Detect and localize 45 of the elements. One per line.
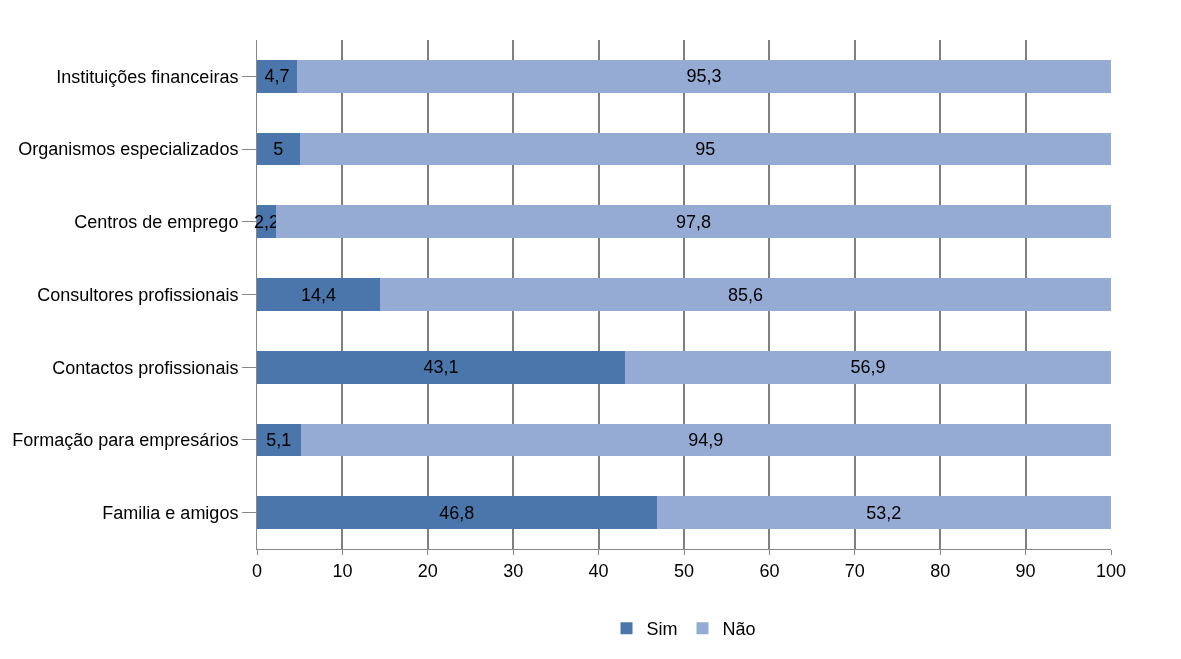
bar bbox=[297, 60, 1111, 93]
data-label: 56,9 bbox=[850, 357, 886, 378]
data-label: 95,3 bbox=[686, 66, 722, 87]
x-tick-label: 90 bbox=[1015, 560, 1036, 581]
y-tick-label: Formação para empresários bbox=[12, 430, 239, 451]
legend-label: Sim bbox=[646, 619, 678, 640]
bar bbox=[257, 132, 300, 166]
data-label: 4,7 bbox=[264, 66, 290, 87]
y-tick-label: Organismos especializados bbox=[18, 139, 239, 160]
bar bbox=[379, 278, 1111, 311]
x-tick-label: 100 bbox=[1095, 560, 1127, 581]
x-tick-label: 10 bbox=[332, 560, 353, 581]
data-label: 5,1 bbox=[266, 429, 292, 450]
y-tick-label: Consultores profissionais bbox=[37, 284, 239, 305]
y-tick-label: Familia e amigos bbox=[102, 502, 239, 523]
y-tick-label: Contactos profissionais bbox=[52, 357, 239, 378]
bar bbox=[300, 423, 1111, 457]
x-tick-label: 50 bbox=[673, 560, 695, 581]
bar bbox=[257, 278, 380, 311]
data-label: 85,6 bbox=[727, 284, 764, 305]
y-tick-label: Instituições financeiras bbox=[56, 66, 239, 87]
bar bbox=[257, 496, 657, 529]
data-label: 43,1 bbox=[423, 357, 459, 378]
y-tick-label: Centros de emprego bbox=[74, 212, 239, 233]
data-label: 46,8 bbox=[439, 502, 475, 523]
bar bbox=[257, 350, 626, 384]
data-label: 97,8 bbox=[675, 211, 711, 232]
bar bbox=[257, 60, 298, 93]
data-label: 53,2 bbox=[866, 502, 902, 523]
data-label: 95 bbox=[695, 139, 716, 160]
data-label: 14,4 bbox=[300, 284, 337, 305]
x-tick-label: 80 bbox=[930, 560, 951, 581]
data-label: 5 bbox=[273, 139, 284, 160]
x-tick-label: 40 bbox=[588, 560, 609, 581]
bar bbox=[656, 496, 1111, 529]
x-tick-label: 60 bbox=[759, 560, 780, 581]
data-label: 94,9 bbox=[688, 429, 724, 450]
x-tick-label: 20 bbox=[417, 560, 438, 581]
x-tick-label: 70 bbox=[844, 560, 865, 581]
x-tick-label: 30 bbox=[503, 560, 524, 581]
x-tick-label: 0 bbox=[251, 560, 263, 581]
legend-label: Não bbox=[722, 619, 756, 640]
bar bbox=[299, 132, 1111, 166]
bar bbox=[275, 205, 1111, 239]
bar bbox=[625, 350, 1111, 384]
